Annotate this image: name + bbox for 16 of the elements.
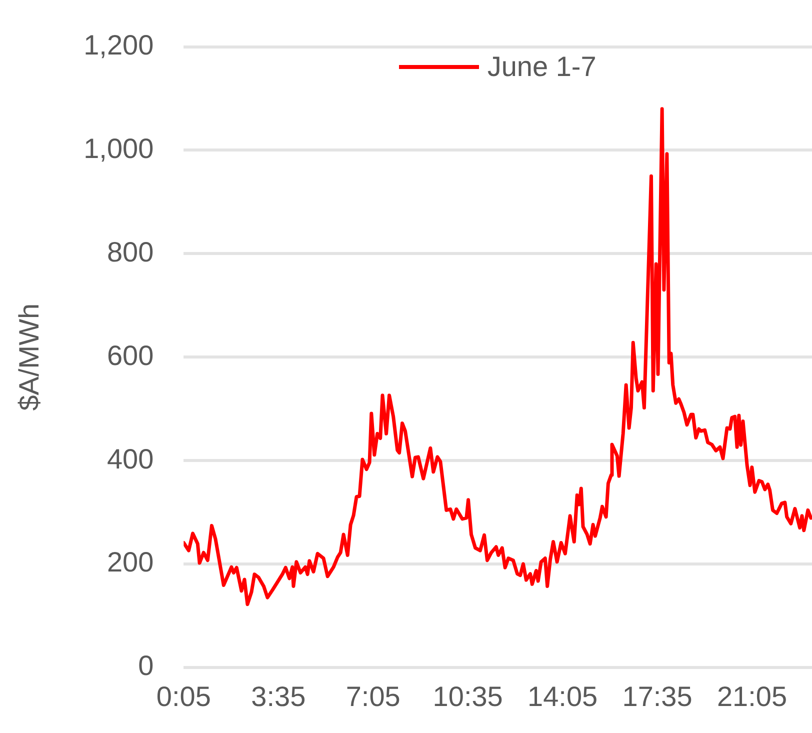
legend-label: June 1-7 [487, 50, 596, 83]
x-tick-label: 14:05 [528, 680, 598, 712]
y-tick-label: 400 [106, 443, 154, 474]
y-tick-label: 0 [138, 650, 154, 682]
y-tick-label: 600 [106, 340, 154, 371]
x-tick-label: 3:35 [251, 680, 306, 712]
x-tick-label: 17:35 [622, 680, 692, 712]
y-tick-label: 800 [106, 236, 154, 268]
y-axis-title: $A/MWh [14, 303, 45, 411]
x-tick-label: 0:05 [156, 680, 211, 712]
x-tick-label: 21:05 [716, 680, 788, 712]
y-tick-label: 1,200 [84, 30, 154, 61]
y-tick-label: 200 [106, 546, 154, 578]
x-tick-label: 7:05 [346, 680, 400, 712]
x-tick-label: 10:35 [432, 680, 503, 712]
y-tick-label: 1,000 [84, 132, 154, 164]
